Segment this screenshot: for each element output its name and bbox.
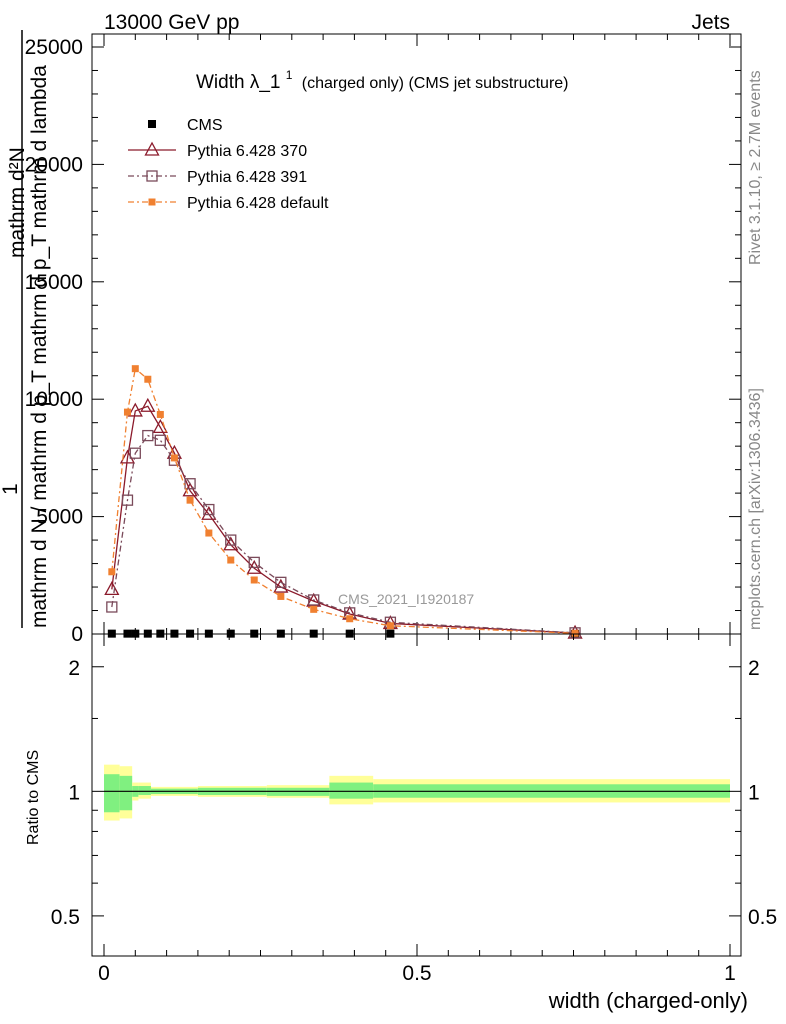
ratio-ytick-label-right: 0.5 [748, 906, 777, 929]
ratio-ytick-label-right: 2 [748, 657, 760, 680]
pythia-default-point [386, 622, 394, 630]
ylabel-denominator: mathrm d N / mathrm d p_T mathrm d p_T m… [28, 65, 51, 628]
legend: CMS Pythia 6.428 370 Pythia 6.428 391 Pythi… [128, 117, 329, 212]
ratio-frame [91, 633, 742, 957]
legend-label: CMS [187, 117, 223, 134]
pythia-default-point [148, 198, 156, 206]
ylabel-numerator: mathrm d²N [6, 147, 29, 258]
ratio-ylabel: Ratio to CMS [25, 750, 42, 845]
pythia-default-point [310, 605, 318, 613]
rivet-label: Rivet 3.1.10, ≥ 2.7M events [747, 70, 764, 265]
main-ytick-label: 20000 [25, 153, 83, 176]
pythia-370-point [273, 578, 289, 593]
main-ytick-label: 5000 [36, 506, 83, 529]
pythia-default-point [571, 629, 579, 637]
pythia-default-point [250, 576, 258, 584]
ratio-band-inner [138, 786, 151, 795]
pythia-default-point [144, 375, 152, 383]
series-line [111, 367, 576, 634]
ratio-bands [104, 764, 730, 821]
pythia-370-point [144, 141, 160, 156]
legend-label: Pythia 6.428 391 [187, 169, 307, 186]
pythia-default-point [227, 556, 235, 564]
pythia-default-point [131, 365, 139, 373]
ylabel-one: 1 [0, 483, 22, 495]
ratio-band-inner [329, 782, 374, 799]
ratio-ytick-label-right: 1 [748, 781, 760, 804]
pythia-391-point [225, 534, 237, 546]
plot-title-main: Width λ_1 [196, 72, 280, 93]
main-grid-ticks: 0 5000 10000 15000 20000 25000 [25, 34, 741, 646]
main-ytick-label: 0 [71, 623, 83, 646]
x-axis-label: width (charged-only) [548, 988, 748, 1013]
pythia-370-point [140, 397, 156, 412]
main-series [104, 365, 583, 639]
header-left: 13000 GeV pp [104, 11, 239, 34]
pythia-391-point [569, 627, 581, 639]
pythia-370-point [127, 402, 143, 417]
series-line [111, 434, 576, 634]
pythia-391-point [121, 494, 134, 506]
pythia-391-point [248, 556, 260, 569]
ratio-xtick-label: 0 [98, 962, 110, 985]
series-3 [108, 365, 579, 637]
mcplots-label: mcplots.cern.ch [arXiv:1306.3436] [747, 388, 764, 630]
pythia-default-point [346, 615, 354, 623]
plot-title-rest: (charged only) (CMS jet substructure) [302, 75, 569, 92]
pythia-391-point [142, 429, 154, 442]
ratio-panel: 0.5 0.5 1 1 2 2 0 0.5 1 Ratio to CMS [25, 633, 777, 985]
pythia-default-point [277, 592, 285, 600]
legend-label: Pythia 6.428 default [187, 195, 329, 212]
pythia-default-point [156, 410, 164, 418]
plot-title: Width λ_1 1 (charged only) (CMS jet subs… [196, 63, 569, 93]
pythia-391-point [129, 447, 141, 459]
main-ytick-label: 10000 [25, 388, 83, 411]
pythia-default-point [123, 408, 131, 416]
pythia-default-point [205, 529, 213, 537]
plot-title-sup: 1 [286, 68, 293, 82]
main-ytick-label: 15000 [25, 271, 83, 294]
ratio-ytick-label: 1 [68, 781, 80, 804]
watermark-analysis: CMS_2021_I1920187 [338, 591, 474, 607]
ratio-ytick-label: 0.5 [51, 906, 80, 929]
pythia-391-point [308, 594, 320, 606]
pythia-391-point [154, 434, 166, 446]
pythia-391-point [184, 478, 196, 490]
ratio-ytick-label: 2 [68, 657, 80, 680]
main-panel: 0 5000 10000 15000 20000 25000 Width λ_1 1 (c… [25, 33, 742, 646]
ratio-xtick-label: 0.5 [402, 962, 431, 985]
legend-label: Pythia 6.428 370 [187, 143, 307, 160]
ratio-xtick-label: 1 [724, 962, 736, 985]
ratio-band-inner [104, 774, 120, 813]
pythia-default-point [108, 568, 116, 576]
pythia-391-point [275, 576, 287, 588]
pythia-391-point [106, 601, 118, 613]
pythia-391-point [146, 170, 158, 182]
cms-point [148, 120, 156, 128]
ratio-ticks: 0.5 0.5 1 1 2 2 0 0.5 1 [51, 634, 777, 985]
header-right: Jets [691, 11, 730, 34]
ratio-band-inner [119, 775, 133, 811]
pythia-391-point [203, 503, 215, 516]
main-ylabel: mathrm d²N mathrm d N / mathrm d p_T mat… [0, 30, 51, 628]
pythia-default-point [186, 496, 194, 504]
main-ytick-label: 25000 [25, 36, 83, 59]
pythia-default-point [170, 454, 178, 462]
